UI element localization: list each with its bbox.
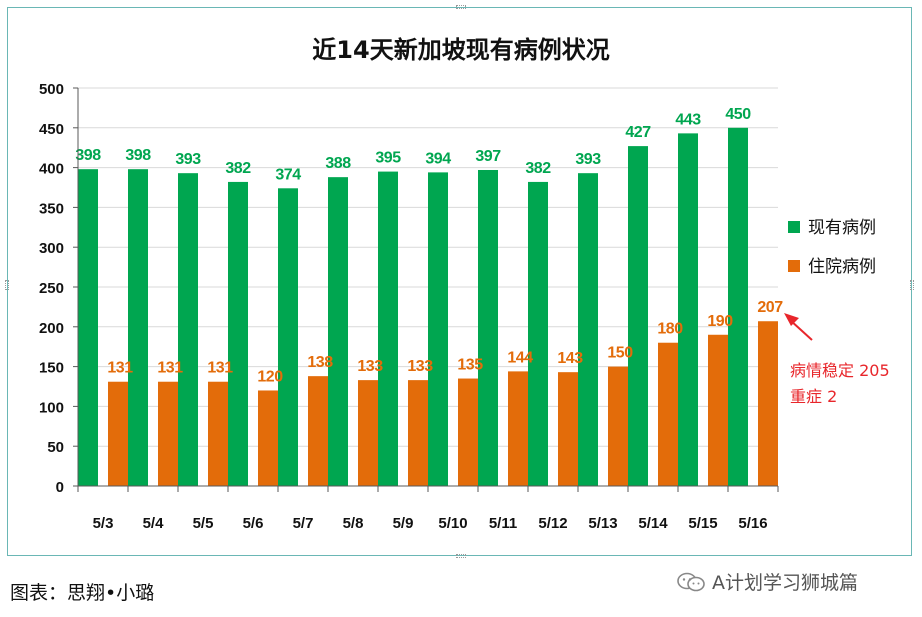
bar-hospitalized [608, 366, 628, 486]
bar-hospitalized [758, 321, 778, 486]
x-tick-label: 5/16 [738, 515, 767, 532]
annotation-arrowhead [784, 313, 799, 326]
x-tick-label: 5/14 [638, 515, 668, 532]
data-label-current-cases: 398 [75, 147, 101, 164]
data-label-hospitalized: 131 [157, 360, 183, 377]
bar-current-cases [478, 169, 498, 486]
watermark: A计划学习狮城篇 [676, 568, 858, 595]
data-label-hospitalized: 144 [507, 349, 533, 366]
bar-hospitalized [208, 381, 228, 486]
bar-hospitalized [708, 334, 728, 486]
x-tick-label: 5/3 [93, 515, 114, 532]
data-label-hospitalized: 143 [557, 350, 583, 367]
bar-current-cases [378, 171, 398, 486]
bar-current-cases [228, 181, 248, 487]
bar-hospitalized [658, 342, 678, 486]
x-tick-label: 5/4 [143, 515, 165, 532]
legend-label: 住院病例 [808, 257, 876, 277]
bar-current-cases [178, 173, 198, 486]
x-tick-label: 5/7 [293, 515, 314, 532]
x-tick-label: 5/5 [193, 515, 214, 532]
data-label-hospitalized: 138 [307, 354, 333, 371]
x-tick-label: 5/13 [588, 515, 617, 532]
data-label-hospitalized: 135 [457, 357, 483, 374]
resize-handle-bottom[interactable] [456, 554, 466, 558]
y-tick-label: 500 [39, 81, 64, 98]
watermark-text: A计划学习狮城篇 [712, 572, 858, 594]
data-label-current-cases: 382 [525, 160, 551, 177]
y-tick-label: 250 [39, 280, 64, 297]
bar-hospitalized [458, 378, 478, 486]
bar-current-cases [278, 188, 298, 486]
y-tick-label: 150 [39, 360, 64, 377]
bar-hospitalized [108, 381, 128, 486]
bar-current-cases [628, 146, 648, 486]
legend-swatch [788, 260, 800, 272]
bar-hospitalized [158, 381, 178, 486]
y-tick-label: 300 [39, 240, 64, 257]
bar-current-cases [328, 177, 348, 487]
x-tick-label: 5/12 [538, 515, 567, 532]
y-tick-label: 450 [39, 121, 64, 138]
bar-current-cases [528, 181, 548, 487]
data-label-hospitalized: 133 [357, 358, 383, 375]
annotation-text: 重症 2 [790, 387, 837, 406]
legend-swatch [788, 221, 800, 233]
data-label-hospitalized: 131 [207, 360, 233, 377]
bar-current-cases [128, 169, 148, 486]
y-tick-label: 400 [39, 161, 64, 178]
bar-current-cases [678, 133, 698, 486]
bar-hospitalized [308, 376, 328, 486]
bar-hospitalized [508, 371, 528, 486]
wechat-icon [677, 572, 705, 591]
bar-hospitalized [258, 390, 278, 486]
data-label-current-cases: 397 [475, 148, 501, 165]
data-label-current-cases: 427 [625, 124, 651, 141]
data-label-current-cases: 443 [675, 111, 701, 128]
data-label-current-cases: 394 [425, 150, 451, 167]
y-tick-label: 100 [39, 399, 64, 416]
bar-hospitalized [408, 380, 428, 486]
resize-handle-top[interactable] [456, 5, 466, 9]
data-label-current-cases: 388 [325, 155, 351, 172]
data-label-hospitalized: 150 [607, 345, 633, 362]
chart-title: 近14天新加坡现有病例状况 [312, 36, 609, 64]
data-label-hospitalized: 207 [757, 299, 783, 316]
y-tick-label: 0 [56, 479, 64, 496]
resize-handle-left[interactable] [5, 280, 9, 290]
data-label-hospitalized: 131 [107, 360, 133, 377]
bar-current-cases [578, 173, 598, 486]
annotation-arrow [789, 319, 813, 341]
x-tick-label: 5/6 [243, 515, 264, 532]
annotation-text: 病情稳定 205 [790, 361, 890, 380]
y-tick-label: 350 [39, 200, 64, 217]
data-label-current-cases: 374 [275, 166, 301, 183]
resize-handle-right[interactable] [910, 280, 914, 290]
legend-label: 现有病例 [808, 218, 876, 238]
data-label-current-cases: 395 [375, 150, 401, 167]
data-label-current-cases: 382 [225, 160, 251, 177]
y-tick-label: 50 [47, 439, 64, 456]
x-tick-label: 5/10 [438, 515, 467, 532]
y-tick-label: 200 [39, 320, 64, 337]
x-tick-label: 5/9 [393, 515, 414, 532]
bar-hospitalized [558, 372, 578, 486]
chart-caption: 图表：思翔•小璐 [10, 582, 155, 604]
data-label-hospitalized: 120 [257, 368, 283, 385]
x-tick-label: 5/8 [343, 515, 364, 532]
data-label-current-cases: 393 [575, 151, 601, 168]
bar-current-cases [728, 127, 748, 487]
data-label-current-cases: 450 [725, 106, 751, 123]
x-tick-label: 5/15 [688, 515, 717, 532]
data-label-hospitalized: 180 [657, 321, 683, 338]
bar-hospitalized [358, 380, 378, 486]
data-label-hospitalized: 133 [407, 358, 433, 375]
bar-current-cases [78, 169, 98, 486]
bar-chart: 近14天新加坡现有病例状况 398 131 398 131 393 131 382 120 37… [39, 36, 890, 532]
x-tick-label: 5/11 [489, 515, 517, 532]
bar-current-cases [428, 172, 448, 486]
data-label-current-cases: 393 [175, 151, 201, 168]
data-label-current-cases: 398 [125, 147, 151, 164]
data-label-hospitalized: 190 [707, 313, 733, 330]
